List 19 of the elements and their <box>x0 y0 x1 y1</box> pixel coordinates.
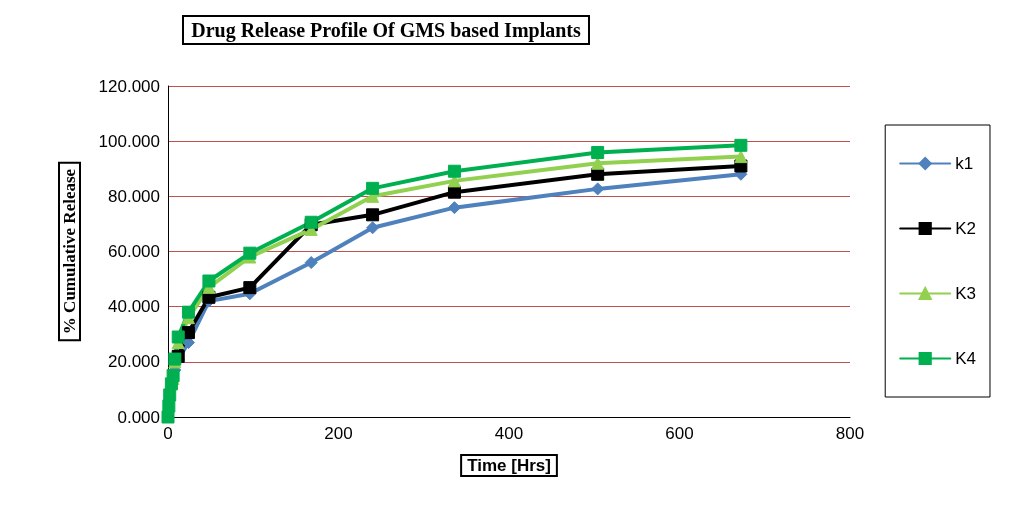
x-tick-label: 400 <box>494 424 524 443</box>
y-tick-label: 60.000 <box>108 242 160 261</box>
legend-label: k1 <box>955 154 974 173</box>
legend-label: K2 <box>955 219 976 238</box>
x-tick-label: 0 <box>163 424 173 443</box>
legend-label: K4 <box>955 349 976 368</box>
y-tick-label: 80.000 <box>108 186 160 206</box>
y-tick-label: 100.000 <box>98 131 160 151</box>
legend-label: K3 <box>955 284 976 303</box>
y-tick-label: 40.000 <box>108 297 160 317</box>
y-tick-label: 0.000 <box>117 407 160 427</box>
x-tick-label: 600 <box>665 424 694 443</box>
x-tick-label: 800 <box>835 424 865 443</box>
y-tick-label: 20.000 <box>108 352 160 372</box>
y-tick-label: 120.000 <box>98 76 160 96</box>
chart-title: Drug Release Profile Of GMS based Implants <box>191 19 582 42</box>
x-axis-title: Time [Hrs] <box>467 456 551 475</box>
y-axis-title: % Cumulative Release <box>60 168 79 335</box>
x-tick-label: 200 <box>324 424 353 443</box>
